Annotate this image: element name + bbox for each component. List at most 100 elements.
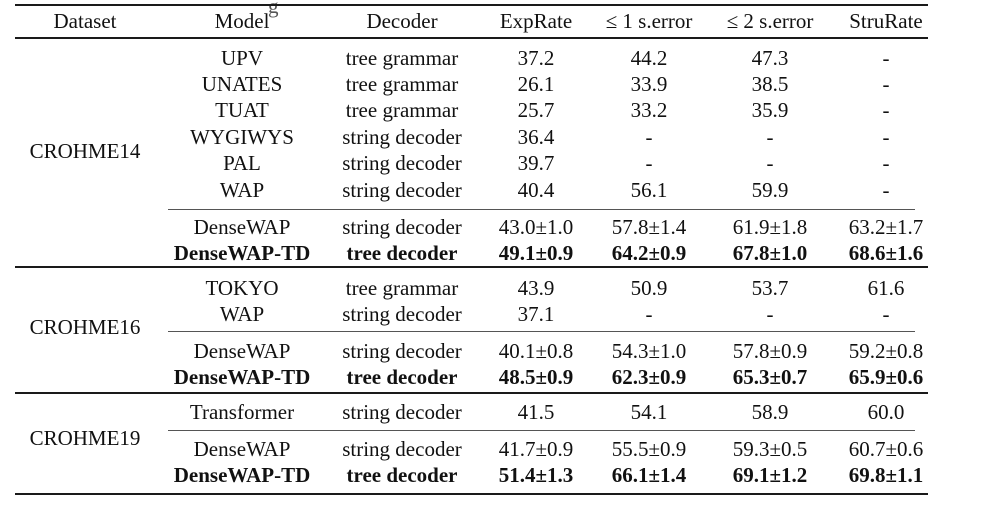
cell-decoder: string decoder [342, 125, 462, 149]
cell-strurate: - [882, 98, 890, 122]
dataset-label: CROHME16 [29, 315, 141, 339]
cell-strurate: 60.7±0.6 [848, 437, 924, 461]
cell-model: UNATES [201, 72, 283, 96]
cell-strurate: 69.8±1.1 [848, 463, 924, 487]
cell-decoder: tree grammar [345, 98, 459, 122]
cell-exprate: 26.1 [517, 72, 555, 96]
cell-err1: 33.2 [630, 98, 668, 122]
cell-err2: 35.9 [751, 98, 789, 122]
cell-exprate: 43.0±1.0 [498, 215, 574, 239]
cell-decoder: string decoder [342, 400, 462, 424]
cell-strurate: - [882, 46, 890, 70]
cell-err1: 66.1±1.4 [611, 463, 687, 487]
cell-err1: 57.8±1.4 [611, 215, 687, 239]
section-rule [15, 266, 928, 268]
cell-model: DenseWAP [193, 437, 291, 461]
cell-model: DenseWAP [193, 339, 291, 363]
cell-strurate: - [882, 151, 890, 175]
cell-err2: 58.9 [751, 400, 789, 424]
group-divider [168, 331, 915, 332]
header-rule [15, 37, 928, 39]
cell-strurate: - [882, 125, 890, 149]
cell-exprate: 36.4 [517, 125, 555, 149]
caption-fragment: g [268, 0, 279, 18]
dataset-label: CROHME19 [29, 426, 141, 450]
cell-err1: 50.9 [630, 276, 668, 300]
cell-err1: 56.1 [630, 178, 668, 202]
cell-exprate: 40.4 [517, 178, 555, 202]
cell-exprate: 37.1 [517, 302, 555, 326]
cell-decoder: tree grammar [345, 276, 459, 300]
cell-strurate: 65.9±0.6 [848, 365, 924, 389]
cell-err1: 54.3±1.0 [611, 339, 687, 363]
cell-err2: 65.3±0.7 [732, 365, 808, 389]
cell-err1: 54.1 [630, 400, 668, 424]
cell-decoder: string decoder [342, 437, 462, 461]
cell-model: Transformer [189, 400, 295, 424]
header-err1: ≤ 1 s.error [605, 9, 693, 33]
cell-exprate: 41.5 [517, 400, 555, 424]
cell-strurate: 60.0 [867, 400, 905, 424]
cell-model: UPV [220, 46, 264, 70]
cell-exprate: 43.9 [517, 276, 555, 300]
cell-decoder: string decoder [342, 178, 462, 202]
cell-err2: - [766, 302, 774, 326]
cell-err2: 57.8±0.9 [732, 339, 808, 363]
cell-decoder: tree grammar [345, 72, 459, 96]
cell-err2: - [766, 125, 774, 149]
cell-strurate: - [882, 178, 890, 202]
header-decoder: Decoder [366, 9, 438, 33]
cell-strurate: 63.2±1.7 [848, 215, 924, 239]
cell-decoder: tree decoder [346, 463, 458, 487]
cell-model: DenseWAP-TD [173, 463, 311, 487]
cell-model: WAP [219, 302, 265, 326]
cell-decoder: string decoder [342, 151, 462, 175]
group-divider [168, 430, 915, 431]
header-exprate: ExpRate [499, 9, 573, 33]
cell-decoder: tree decoder [346, 365, 458, 389]
cell-err2: 38.5 [751, 72, 789, 96]
cell-model: DenseWAP-TD [173, 365, 311, 389]
cell-model: DenseWAP [193, 215, 291, 239]
cell-exprate: 48.5±0.9 [498, 365, 574, 389]
cell-strurate: 59.2±0.8 [848, 339, 924, 363]
cell-decoder: tree grammar [345, 46, 459, 70]
cell-strurate: 68.6±1.6 [848, 241, 924, 265]
cell-err1: - [645, 125, 653, 149]
cell-strurate: - [882, 302, 890, 326]
cell-err1: 44.2 [630, 46, 668, 70]
cell-err2: 53.7 [751, 276, 789, 300]
cell-model: WAP [219, 178, 265, 202]
cell-err2: 69.1±1.2 [732, 463, 808, 487]
cell-decoder: string decoder [342, 302, 462, 326]
cell-exprate: 39.7 [517, 151, 555, 175]
cell-exprate: 25.7 [517, 98, 555, 122]
header-model: Model [214, 9, 270, 33]
cell-decoder: string decoder [342, 215, 462, 239]
cell-model: TUAT [215, 98, 269, 122]
header-err2: ≤ 2 s.error [726, 9, 814, 33]
header-strurate: StruRate [849, 9, 923, 33]
cell-exprate: 41.7±0.9 [498, 437, 574, 461]
cell-exprate: 37.2 [517, 46, 555, 70]
cell-decoder: string decoder [342, 339, 462, 363]
cell-model: TOKYO [205, 276, 279, 300]
cell-err1: 55.5±0.9 [611, 437, 687, 461]
bottom-rule [15, 493, 928, 495]
cell-decoder: tree decoder [346, 241, 458, 265]
cell-err1: 33.9 [630, 72, 668, 96]
header-dataset: Dataset [53, 9, 117, 33]
cell-exprate: 49.1±0.9 [498, 241, 574, 265]
section-rule [15, 392, 928, 394]
cell-err2: 47.3 [751, 46, 789, 70]
cell-model: DenseWAP-TD [173, 241, 311, 265]
cell-err2: - [766, 151, 774, 175]
dataset-label: CROHME14 [29, 139, 141, 163]
cell-err2: 59.3±0.5 [732, 437, 808, 461]
cell-err1: 62.3±0.9 [611, 365, 687, 389]
cell-err1: 64.2±0.9 [611, 241, 687, 265]
group-divider [168, 209, 915, 210]
top-rule [15, 4, 928, 6]
cell-err1: - [645, 302, 653, 326]
cell-strurate: - [882, 72, 890, 96]
